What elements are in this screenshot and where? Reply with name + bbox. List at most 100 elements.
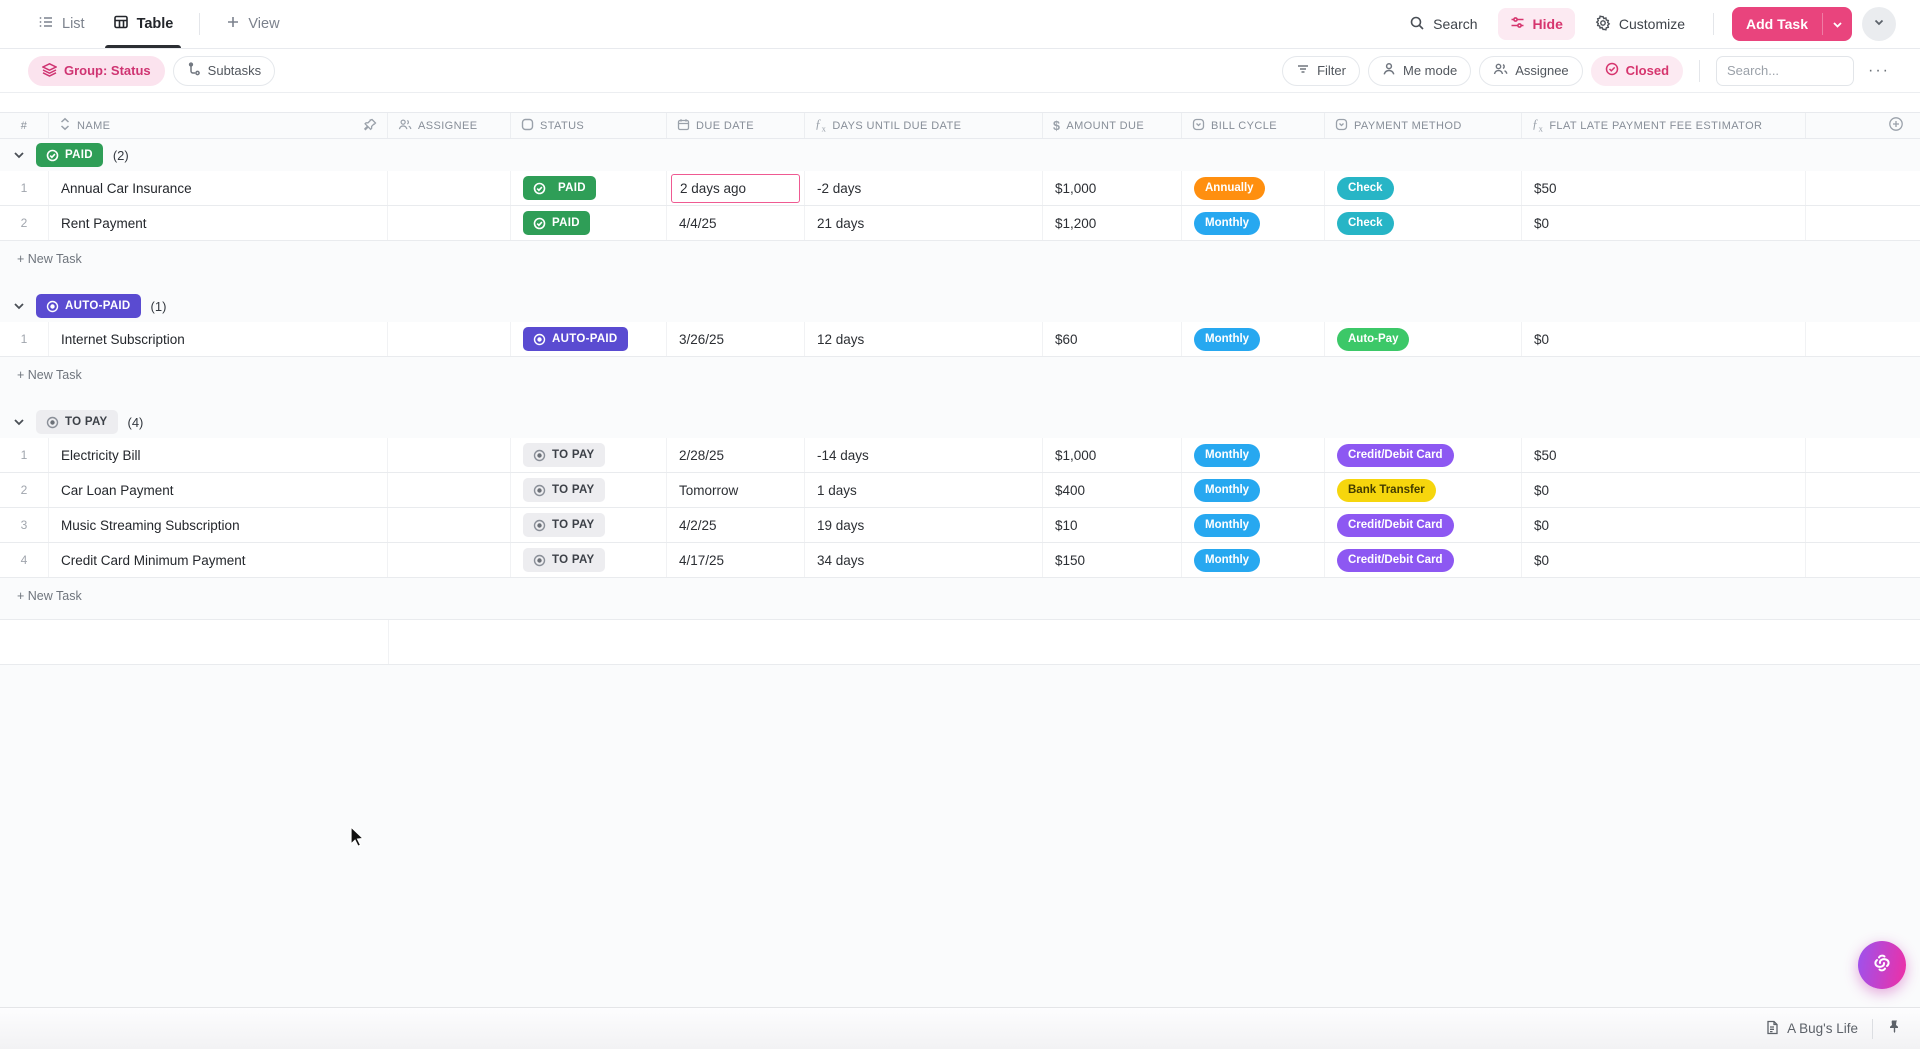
table-row[interactable]: 2 Rent Payment PAID 4/4/25 21 days $1,20… bbox=[0, 206, 1920, 241]
more-options-icon[interactable]: ··· bbox=[1868, 61, 1890, 79]
collapse-group-icon[interactable] bbox=[12, 299, 26, 313]
column-bill-cycle[interactable]: BILL CYCLE bbox=[1182, 113, 1325, 138]
closed-filter-button[interactable]: Closed bbox=[1590, 55, 1684, 86]
payment-method-cell[interactable]: Check bbox=[1325, 171, 1522, 205]
payment-method-tag[interactable]: Auto-Pay bbox=[1337, 327, 1410, 351]
column-assignee[interactable]: ASSIGNEE bbox=[388, 113, 511, 138]
days-until-due-cell[interactable]: 1 days bbox=[805, 473, 1043, 507]
bill-cycle-tag[interactable]: Monthly bbox=[1194, 211, 1261, 235]
collapse-group-icon[interactable] bbox=[12, 415, 26, 429]
pin-icon[interactable] bbox=[1887, 1019, 1902, 1039]
column-days-until-due[interactable]: ƒx DAYS UNTIL DUE DATE bbox=[805, 113, 1043, 138]
payment-method-cell[interactable]: Auto-Pay bbox=[1325, 322, 1522, 356]
bill-cycle-cell[interactable]: Monthly bbox=[1182, 206, 1325, 240]
assignee-cell[interactable] bbox=[388, 438, 511, 472]
subtasks-button[interactable]: Subtasks bbox=[172, 55, 276, 86]
bill-cycle-tag[interactable]: Monthly bbox=[1194, 513, 1261, 537]
bill-cycle-tag[interactable]: Monthly bbox=[1194, 327, 1261, 351]
status-pill[interactable]: TO PAY bbox=[523, 443, 605, 467]
new-task-button[interactable]: + New Task bbox=[17, 251, 82, 266]
add-task-label[interactable]: Add Task bbox=[1746, 16, 1808, 32]
assignee-cell[interactable] bbox=[388, 508, 511, 542]
payment-method-cell[interactable]: Check bbox=[1325, 206, 1522, 240]
new-task-button[interactable]: + New Task bbox=[17, 588, 82, 603]
amount-due-cell[interactable]: $1,200 bbox=[1043, 206, 1182, 240]
tab-table[interactable]: Table bbox=[103, 0, 184, 48]
due-date-cell[interactable]: 2/28/25 bbox=[667, 438, 805, 472]
assignee-filter-button[interactable]: Assignee bbox=[1479, 55, 1583, 86]
status-pill[interactable]: PAID bbox=[523, 211, 590, 235]
collapse-header-button[interactable] bbox=[1862, 7, 1896, 41]
status-cell[interactable]: TO PAY bbox=[511, 473, 667, 507]
days-until-due-cell[interactable]: 21 days bbox=[805, 206, 1043, 240]
table-row[interactable]: 1 Internet Subscription AUTO-PAID 3/26/2… bbox=[0, 322, 1920, 357]
column-payment-method[interactable]: PAYMENT METHOD bbox=[1325, 113, 1522, 138]
days-until-due-cell[interactable]: 19 days bbox=[805, 508, 1043, 542]
assignee-cell[interactable] bbox=[388, 473, 511, 507]
me-mode-button[interactable]: Me mode bbox=[1367, 55, 1472, 86]
add-column-button[interactable] bbox=[1806, 113, 1920, 138]
group-status-badge[interactable]: TO PAY bbox=[36, 410, 118, 434]
bill-cycle-cell[interactable]: Annually bbox=[1182, 171, 1325, 205]
add-task-dropdown[interactable] bbox=[1823, 7, 1852, 41]
status-pill[interactable]: TO PAY bbox=[523, 548, 605, 572]
status-cell[interactable]: PAID bbox=[511, 171, 667, 205]
payment-method-tag[interactable]: Check bbox=[1337, 176, 1394, 200]
doc-tab[interactable]: A Bug's Life bbox=[1765, 1020, 1858, 1038]
assignee-cell[interactable] bbox=[388, 543, 511, 577]
task-name-cell[interactable]: Rent Payment bbox=[49, 206, 388, 240]
due-date-cell[interactable]: 2 days ago bbox=[667, 171, 805, 205]
task-name-cell[interactable]: Annual Car Insurance bbox=[49, 171, 388, 205]
late-fee-cell[interactable]: $0 bbox=[1522, 508, 1806, 542]
tab-list[interactable]: List bbox=[28, 0, 95, 48]
table-row[interactable]: 1 Annual Car Insurance PAID 2 days ago -… bbox=[0, 171, 1920, 206]
task-name-cell[interactable]: Internet Subscription bbox=[49, 322, 388, 356]
status-cell[interactable]: PAID bbox=[511, 206, 667, 240]
payment-method-cell[interactable]: Bank Transfer bbox=[1325, 473, 1522, 507]
due-date-cell[interactable]: 3/26/25 bbox=[667, 322, 805, 356]
hide-button[interactable]: Hide bbox=[1497, 8, 1575, 40]
late-fee-cell[interactable]: $0 bbox=[1522, 322, 1806, 356]
amount-due-cell[interactable]: $60 bbox=[1043, 322, 1182, 356]
amount-due-cell[interactable]: $400 bbox=[1043, 473, 1182, 507]
bill-cycle-cell[interactable]: Monthly bbox=[1182, 508, 1325, 542]
filter-button[interactable]: Filter bbox=[1282, 55, 1360, 86]
assignee-cell[interactable] bbox=[388, 206, 511, 240]
late-fee-cell[interactable]: $50 bbox=[1522, 171, 1806, 205]
status-cell[interactable]: TO PAY bbox=[511, 543, 667, 577]
days-until-due-cell[interactable]: -2 days bbox=[805, 171, 1043, 205]
amount-due-cell[interactable]: $10 bbox=[1043, 508, 1182, 542]
bill-cycle-tag[interactable]: Monthly bbox=[1194, 548, 1261, 572]
bill-cycle-tag[interactable]: Annually bbox=[1194, 176, 1265, 200]
payment-method-tag[interactable]: Credit/Debit Card bbox=[1337, 443, 1454, 467]
column-due-date[interactable]: DUE DATE bbox=[667, 113, 805, 138]
task-name-cell[interactable]: Car Loan Payment bbox=[49, 473, 388, 507]
due-date-cell[interactable]: Tomorrow bbox=[667, 473, 805, 507]
payment-method-tag[interactable]: Check bbox=[1337, 211, 1394, 235]
table-row[interactable]: 1 Electricity Bill TO PAY 2/28/25 -14 da… bbox=[0, 438, 1920, 473]
payment-method-cell[interactable]: Credit/Debit Card bbox=[1325, 508, 1522, 542]
payment-method-tag[interactable]: Credit/Debit Card bbox=[1337, 513, 1454, 537]
assignee-cell[interactable] bbox=[388, 171, 511, 205]
table-row[interactable]: 3 Music Streaming Subscription TO PAY 4/… bbox=[0, 508, 1920, 543]
bill-cycle-cell[interactable]: Monthly bbox=[1182, 322, 1325, 356]
due-date-cell[interactable]: 4/17/25 bbox=[667, 543, 805, 577]
collapse-group-icon[interactable] bbox=[12, 148, 26, 162]
search-button[interactable]: Search bbox=[1399, 9, 1487, 40]
due-date-cell[interactable]: 4/4/25 bbox=[667, 206, 805, 240]
bill-cycle-tag[interactable]: Monthly bbox=[1194, 443, 1261, 467]
status-pill[interactable]: TO PAY bbox=[523, 513, 605, 537]
late-fee-cell[interactable]: $0 bbox=[1522, 206, 1806, 240]
selected-cell[interactable]: 2 days ago bbox=[671, 173, 800, 203]
amount-due-cell[interactable]: $1,000 bbox=[1043, 438, 1182, 472]
add-task-button[interactable]: Add Task bbox=[1732, 7, 1852, 41]
new-task-button[interactable]: + New Task bbox=[17, 367, 82, 382]
column-status[interactable]: STATUS bbox=[511, 113, 667, 138]
status-cell[interactable]: AUTO-PAID bbox=[511, 322, 667, 356]
bill-cycle-cell[interactable]: Monthly bbox=[1182, 473, 1325, 507]
task-name-cell[interactable]: Credit Card Minimum Payment bbox=[49, 543, 388, 577]
status-pill[interactable]: AUTO-PAID bbox=[523, 327, 628, 351]
late-fee-cell[interactable]: $0 bbox=[1522, 543, 1806, 577]
bill-cycle-tag[interactable]: Monthly bbox=[1194, 478, 1261, 502]
bill-cycle-cell[interactable]: Monthly bbox=[1182, 438, 1325, 472]
